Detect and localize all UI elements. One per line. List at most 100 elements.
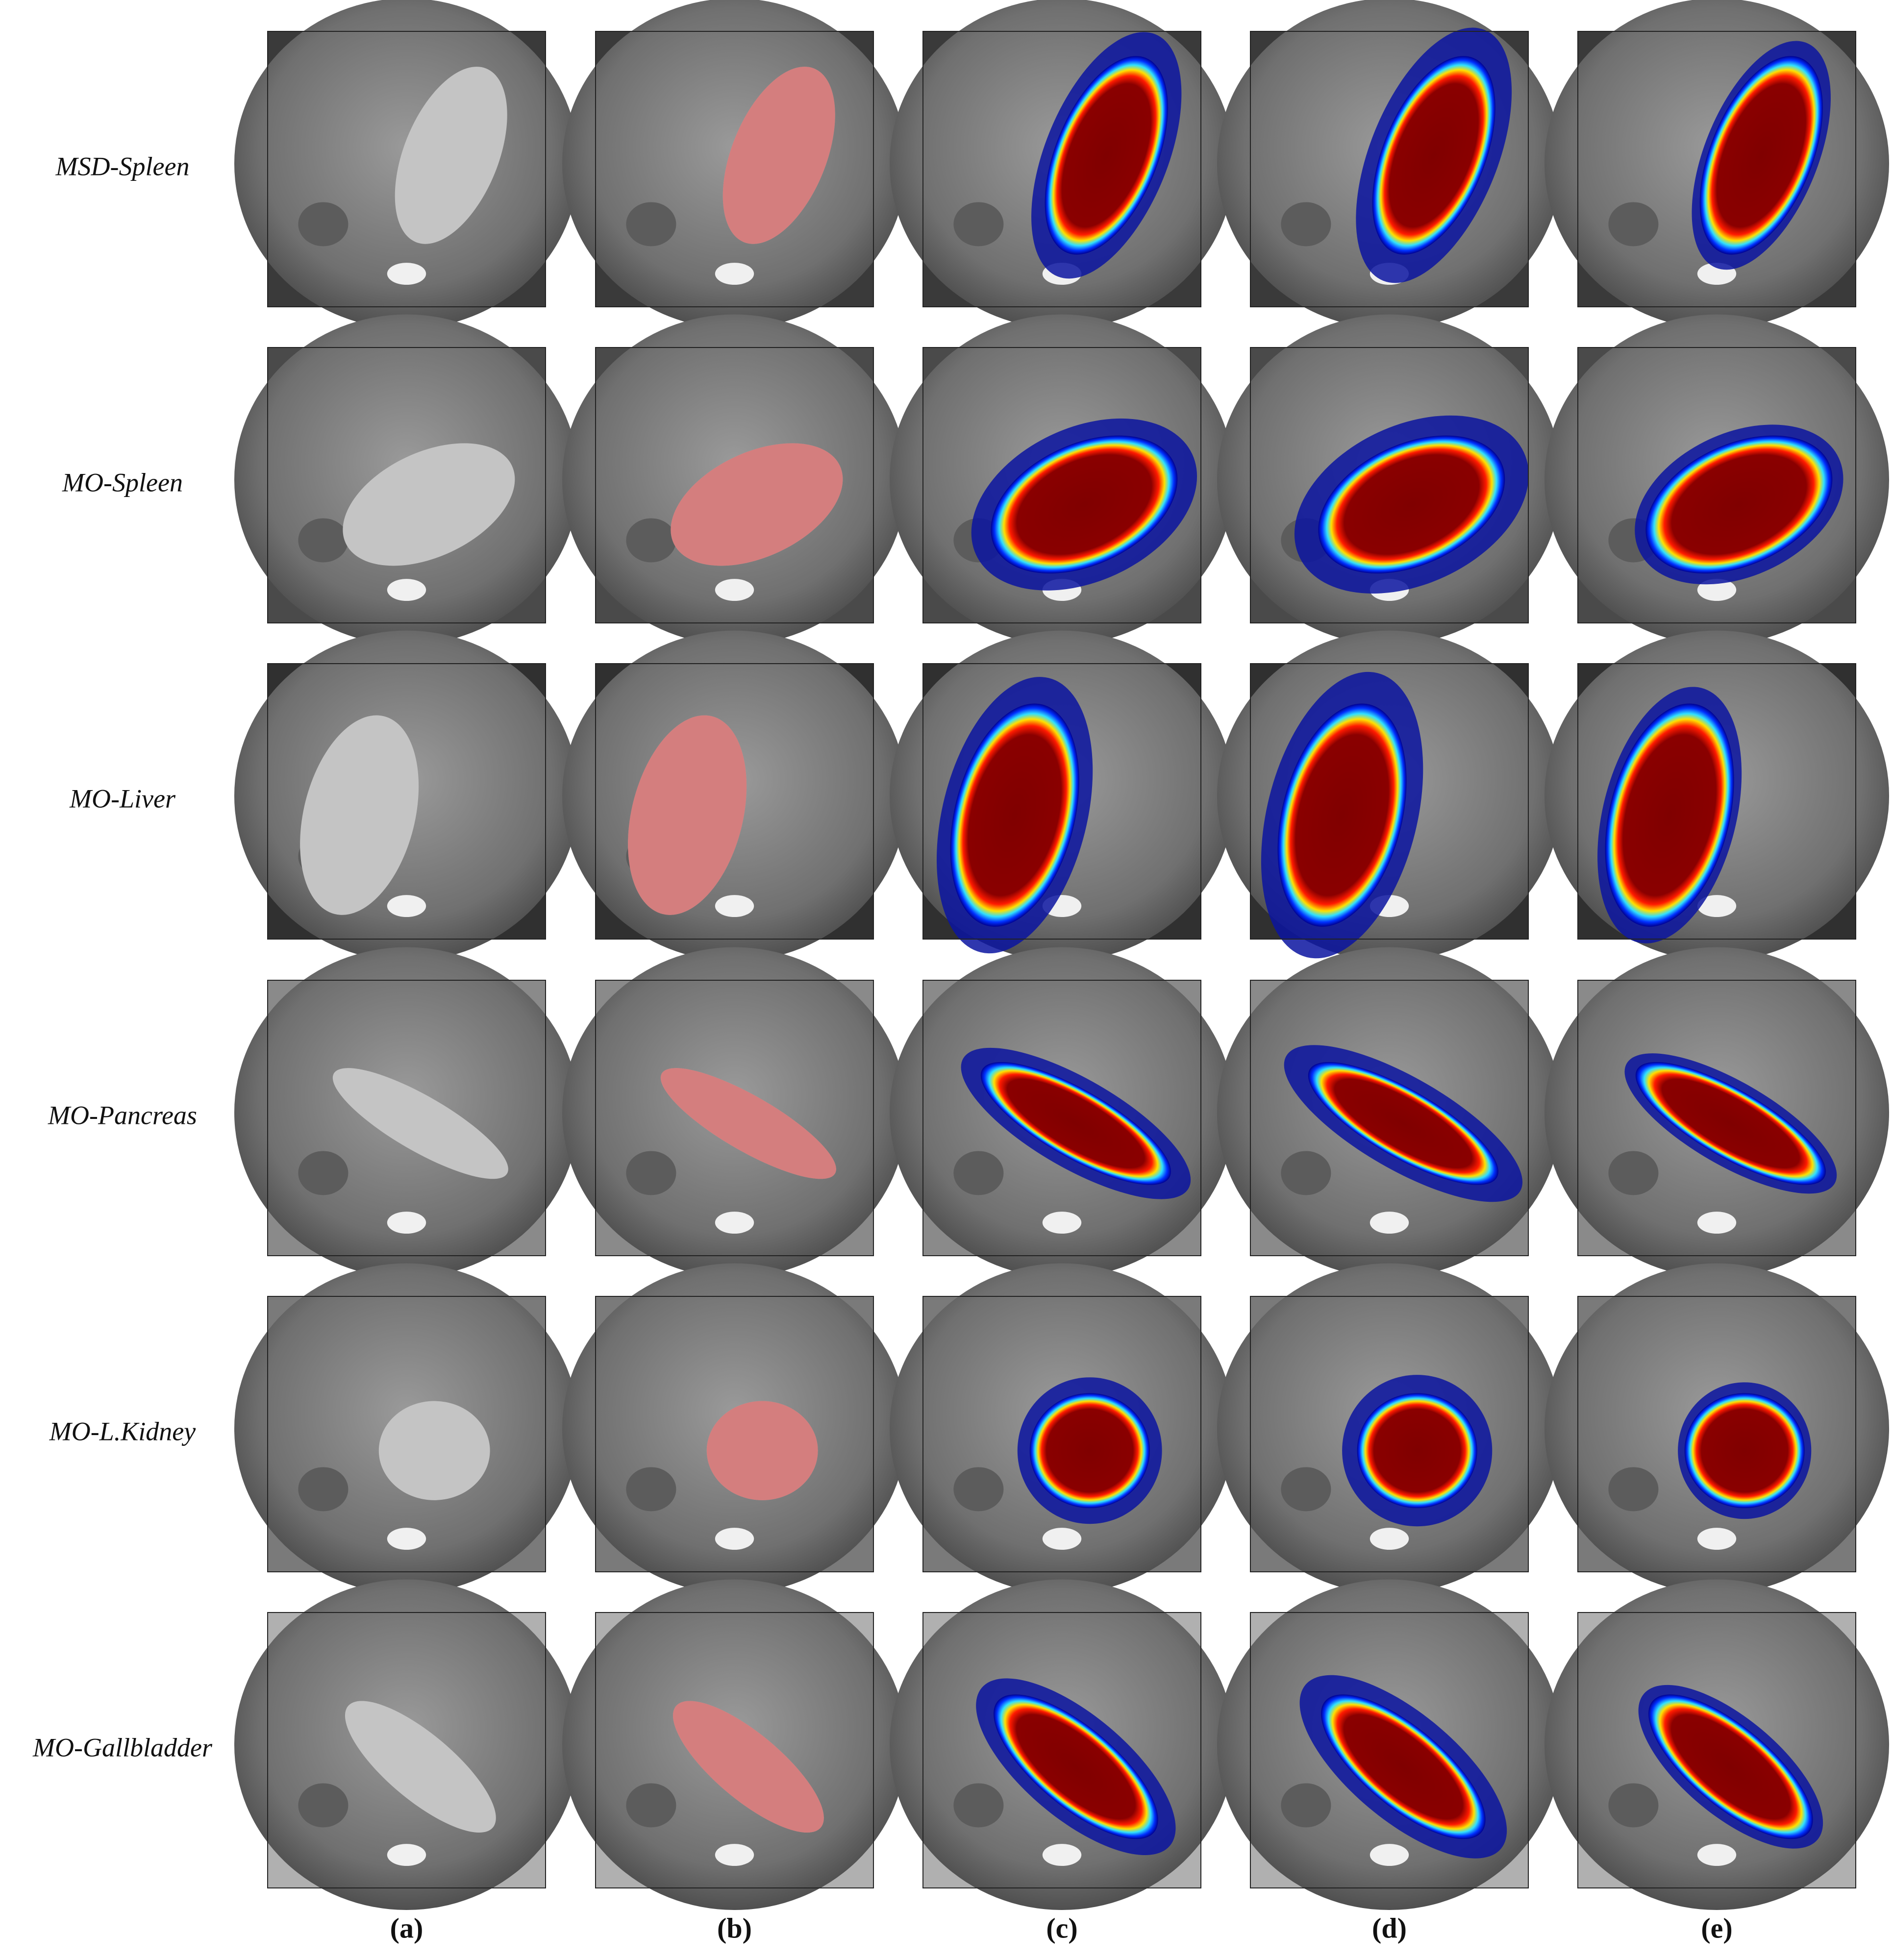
ct-structure (1281, 202, 1331, 247)
panel-frame (1577, 31, 1856, 307)
ground-truth-mask (706, 1401, 818, 1500)
organ (332, 1068, 508, 1179)
ct-bone (1042, 1212, 1082, 1234)
prediction-heatmap (1635, 1062, 1826, 1185)
image-panel (1544, 1263, 1890, 1594)
panel-frame (922, 31, 1201, 307)
ct-structure (953, 202, 1004, 247)
ct-structure (953, 1467, 1004, 1512)
prediction-heatmap (991, 435, 1178, 574)
panel-frame (1577, 980, 1856, 1256)
image-panel (890, 0, 1234, 329)
ct-bone (715, 1212, 754, 1234)
ct-structure (1281, 1151, 1331, 1195)
ct-bone (387, 1844, 426, 1866)
ct-structure (626, 1783, 676, 1828)
prediction-heatmap (950, 703, 1079, 927)
image-panel (1217, 0, 1562, 329)
panel-frame (922, 980, 1201, 1256)
panel-frame (922, 347, 1201, 623)
ct-structure (626, 1151, 676, 1195)
image-panel (562, 947, 907, 1278)
image-panel (1217, 630, 1562, 961)
column-label: (a) (390, 1912, 423, 1944)
image-panel (234, 1579, 579, 1910)
ground-truth-mask (628, 715, 747, 915)
ground-truth-mask (671, 443, 843, 566)
ct-bone (1697, 1844, 1737, 1866)
ct-structure (953, 1151, 1004, 1195)
column-label: (e) (1701, 1912, 1732, 1944)
image-panel (889, 947, 1235, 1278)
row-label: MO-Spleen (62, 468, 183, 497)
ct-structure (1608, 202, 1659, 247)
prediction-heatmap (1277, 703, 1407, 927)
image-panel (1544, 314, 1890, 645)
ct-bone (1370, 1212, 1409, 1234)
image-panel (562, 314, 907, 645)
prediction-heatmap (1605, 703, 1734, 927)
row-label: MSD-Spleen (55, 151, 190, 181)
ct-bone (1370, 1844, 1409, 1866)
image-panel (562, 630, 907, 961)
ct-bone (387, 579, 426, 601)
row-label: MO-Liver (69, 784, 176, 813)
image-panel (1217, 314, 1562, 645)
row-label: MO-L.Kidney (49, 1416, 196, 1446)
panel-frame (922, 1296, 1201, 1572)
image-panel (1544, 0, 1889, 329)
image-panel (234, 630, 579, 961)
image-panel (1217, 1579, 1562, 1910)
ct-structure (1281, 1783, 1331, 1828)
image-panel (889, 314, 1235, 645)
ct-bone (387, 895, 426, 918)
panel-frame (1577, 347, 1856, 623)
image-panel (562, 0, 907, 329)
ct-structure (1608, 1783, 1659, 1828)
panel-frame (1577, 663, 1856, 940)
panel-frame (267, 663, 546, 940)
panel-frame (267, 1296, 546, 1572)
prediction-heatmap (980, 1062, 1171, 1185)
prediction-heatmap (1645, 435, 1833, 574)
ct-bone (387, 1528, 426, 1550)
panel-frame (267, 347, 546, 623)
panel-frame (922, 1612, 1201, 1888)
prediction-heatmap (1308, 1062, 1498, 1185)
image-panel (889, 1579, 1235, 1910)
panel-frame (1250, 1296, 1529, 1572)
row-label: MO-Gallbladder (32, 1733, 213, 1762)
panel-frame (595, 663, 874, 940)
prediction-heatmap (1648, 1694, 1813, 1839)
ct-structure (1281, 1467, 1331, 1512)
image-panel (889, 630, 1235, 961)
image-panel (234, 0, 579, 329)
image-panel (234, 947, 579, 1278)
ct-bone (715, 1844, 754, 1866)
ct-bone (1697, 895, 1737, 918)
ct-structure (626, 518, 676, 563)
ground-truth-mask (722, 67, 835, 244)
ct-bone (1697, 1528, 1737, 1550)
ct-bone (387, 1212, 426, 1234)
ct-bone (715, 1528, 754, 1550)
ct-structure (298, 1151, 349, 1195)
ct-bone (1697, 579, 1737, 601)
panel-frame (1577, 1296, 1856, 1572)
prediction-heatmap (1321, 1694, 1486, 1839)
prediction-heatmap (1699, 56, 1823, 255)
image-panel (562, 1263, 907, 1594)
panel-frame (1250, 980, 1529, 1256)
panel-frame (595, 347, 874, 623)
panel-frame (595, 1612, 874, 1888)
panel-frame (922, 663, 1201, 940)
row-label: MO-Pancreas (48, 1100, 197, 1130)
image-panel (234, 1263, 579, 1594)
ct-structure (953, 1783, 1004, 1828)
panel-frame (1577, 1612, 1856, 1888)
ct-bone (1697, 1212, 1737, 1234)
panel-frame (1250, 31, 1529, 307)
ct-structure (1608, 1151, 1659, 1195)
prediction-heatmap (1372, 56, 1495, 255)
